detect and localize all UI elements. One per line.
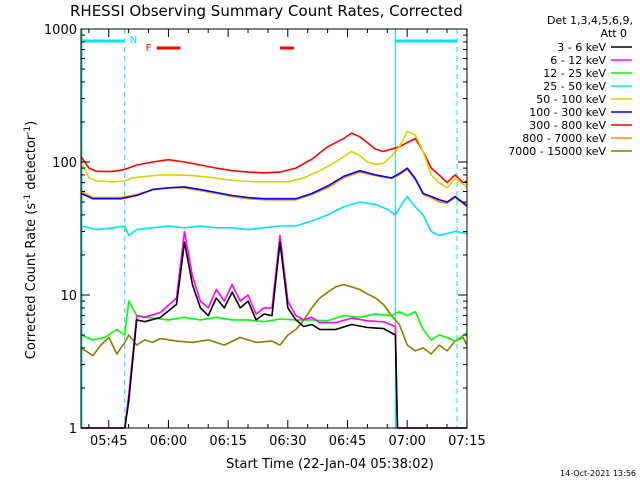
- legend-entry-label: 800 - 7000 keV: [522, 132, 606, 145]
- y-axis-label-sup1: -1: [23, 194, 33, 203]
- y-axis-label-part3: ): [24, 121, 39, 126]
- y-axis-label: Corrected Count Rate (s-1 detector-1): [23, 121, 39, 359]
- y-axis-label-part2: detector: [24, 134, 39, 194]
- legend-header-detectors: Det 1,3,4,5,6,9,: [547, 14, 633, 27]
- legend-entry-label: 300 - 800 keV: [529, 119, 606, 132]
- x-tick-label: 06:15: [209, 434, 246, 449]
- flare-flag-label: F: [146, 43, 152, 54]
- series-line-2: [80, 300, 468, 342]
- legend-entry-label: 100 - 300 keV: [529, 106, 606, 119]
- x-axis: 05:45 06:00 06:15 06:30 06:45 07:00 07:15: [88, 29, 486, 449]
- legend-entry-label: 50 - 100 keV: [536, 93, 606, 106]
- legend-entry-label: 7000 - 15000 keV: [508, 145, 606, 158]
- x-tick-label: 06:00: [150, 434, 187, 449]
- y-tick-label: 100: [52, 156, 77, 171]
- y-axis-label-part1: Corrected Count Rate (s: [24, 203, 39, 360]
- x-tick-label: 06:30: [269, 434, 306, 449]
- series-line-4: [80, 130, 468, 189]
- chart-title: RHESSI Observing Summary Count Rates, Co…: [70, 2, 463, 20]
- x-tick-label: 07:00: [388, 434, 425, 449]
- y-tick-label: 10: [60, 289, 77, 304]
- plot-frame: [80, 28, 468, 429]
- x-axis-label: Start Time (22-Jan-04 05:38:02): [226, 457, 434, 472]
- legend-entry-label: 25 - 50 keV: [543, 80, 606, 93]
- y-tick-label: 1000: [44, 23, 77, 38]
- x-tick-label: 06:45: [329, 434, 366, 449]
- y-axis: 1 10 100 1000: [44, 23, 467, 437]
- x-tick-label: 07:15: [448, 434, 485, 449]
- legend-header-attenuator: Att 0: [601, 27, 627, 40]
- legend-entry-label: 12 - 25 keV: [543, 67, 606, 80]
- legend-entry-label: 3 - 6 keV: [557, 41, 606, 54]
- series-line-3: [80, 195, 468, 237]
- x-tick-label: 05:45: [90, 434, 127, 449]
- saa-label: N: [130, 35, 137, 46]
- legend-entry-label: 6 - 12 keV: [550, 54, 606, 67]
- plot-area: NF: [80, 28, 468, 429]
- timestamp: 14-Oct-2021 13:56: [560, 469, 636, 478]
- y-tick-label: 1: [69, 422, 77, 437]
- series-line-5: [80, 167, 468, 207]
- y-axis-label-sup2: -1: [23, 126, 33, 135]
